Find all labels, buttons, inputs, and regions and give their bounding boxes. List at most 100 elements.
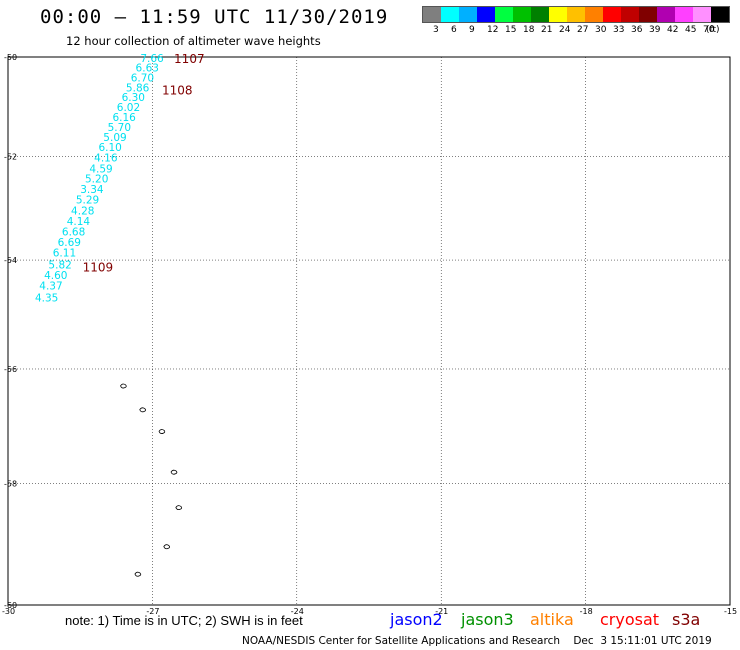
map-subtitle: 12 hour collection of altimeter wave hei… bbox=[66, 34, 321, 48]
plot-frame bbox=[7, 56, 731, 606]
legend-swatch bbox=[567, 7, 585, 22]
legend-label: 39 bbox=[649, 25, 661, 35]
lat-label: -50 bbox=[4, 53, 17, 62]
wave-height-value: 5.20 bbox=[85, 174, 108, 186]
lat-label: -56 bbox=[4, 365, 17, 374]
lat-label: -52 bbox=[4, 152, 17, 161]
wave-height-value: 5.09 bbox=[103, 132, 126, 144]
wave-height-value: 6.69 bbox=[58, 237, 81, 249]
lat-label: -54 bbox=[4, 256, 17, 265]
legend-swatch bbox=[711, 7, 729, 22]
color-legend: 3 6 9 12 15 18 21 24 27 30 33 36 39 42 45 70 (ft) bbox=[422, 6, 730, 39]
wave-height-value: 4.16 bbox=[94, 152, 118, 164]
legend-swatch bbox=[441, 7, 459, 22]
legend-swatch bbox=[675, 7, 693, 22]
pass-time-label: 1107 bbox=[174, 52, 205, 66]
pass-time-label: 1108 bbox=[162, 83, 193, 97]
legend-label: 70 bbox=[703, 25, 715, 35]
legend-label: 3 bbox=[433, 25, 439, 35]
credit-line: NOAA/NESDIS Center for Satellite Applica… bbox=[242, 635, 712, 647]
lon-label: -21 bbox=[435, 607, 448, 616]
wave-height-value: 4.60 bbox=[44, 270, 67, 282]
legend-label: 45 bbox=[685, 25, 697, 35]
lon-label: -15 bbox=[724, 607, 737, 616]
wave-height-value: 4.59 bbox=[89, 163, 112, 175]
wave-height-value: 6.10 bbox=[98, 142, 121, 154]
footer-note: note: 1) Time is in UTC; 2) SWH is in fe… bbox=[65, 613, 303, 628]
wave-height-value: 6.68 bbox=[62, 227, 85, 239]
wave-height-value: 6.11 bbox=[53, 248, 76, 260]
altimeter-track: 7.666.636.705.866.306.026.165.705.096.10… bbox=[35, 53, 164, 305]
legend-label: 18 bbox=[523, 25, 535, 35]
wave-height-value: 4.14 bbox=[67, 216, 91, 228]
legend-label: 12 bbox=[487, 25, 499, 35]
legend-label: 27 bbox=[577, 25, 589, 35]
legend-label: 42 bbox=[667, 25, 679, 35]
legend-label: 6 bbox=[451, 25, 457, 35]
legend-swatch bbox=[549, 7, 567, 22]
legend-label: 30 bbox=[595, 25, 607, 35]
wave-height-value: 7.66 bbox=[140, 53, 164, 65]
island-outline bbox=[170, 469, 178, 475]
wave-height-value: 6.30 bbox=[122, 92, 145, 104]
legend-label: 21 bbox=[541, 25, 553, 35]
legend-swatch bbox=[693, 7, 711, 22]
lat-label: -60 bbox=[4, 601, 17, 610]
island-outline bbox=[120, 383, 127, 389]
legend-swatch bbox=[495, 7, 513, 22]
satellite-jason3: jason3 bbox=[461, 610, 514, 629]
latitude-labels: -50 -52 -54 -56 -58 -60 bbox=[4, 53, 17, 610]
wave-height-value: 6.02 bbox=[117, 102, 140, 114]
wave-height-value: 5.29 bbox=[76, 194, 99, 206]
map-title: 00:00 – 11:59 UTC 11/30/2019 bbox=[40, 6, 389, 28]
wave-height-value: 4.28 bbox=[71, 206, 94, 218]
island-outlines bbox=[120, 383, 183, 577]
legend-label: (ft) bbox=[706, 25, 720, 35]
wave-height-value: 3.34 bbox=[80, 184, 104, 196]
wave-height-value: 6.63 bbox=[136, 63, 159, 75]
legend-swatch bbox=[531, 7, 549, 22]
legend-swatch bbox=[513, 7, 531, 22]
lon-label: -24 bbox=[291, 607, 304, 616]
wave-height-value: 4.35 bbox=[35, 293, 58, 305]
legend-label: 33 bbox=[613, 25, 625, 35]
legend-swatch bbox=[423, 7, 441, 22]
legend-label: 15 bbox=[505, 25, 517, 35]
legend-label: 9 bbox=[469, 25, 475, 35]
wave-height-value: 6.16 bbox=[112, 112, 136, 124]
legend-swatch bbox=[639, 7, 657, 22]
time-labels: 1107 1108 1109 bbox=[83, 52, 205, 274]
lon-label: -30 bbox=[2, 607, 15, 616]
legend-labels: 3 6 9 12 15 18 21 24 27 30 33 36 39 42 45 70 (ft) bbox=[422, 25, 730, 39]
legend-swatch bbox=[459, 7, 477, 22]
satellite-jason2: jason2 bbox=[390, 610, 443, 629]
island-outline bbox=[139, 407, 146, 413]
satellite-s3a: s3a bbox=[672, 610, 701, 629]
island-outline bbox=[175, 505, 183, 511]
legend-swatch-bar bbox=[422, 6, 730, 23]
lon-label: -27 bbox=[146, 607, 159, 616]
island-outline bbox=[163, 544, 171, 550]
wave-height-value: 6.70 bbox=[131, 72, 154, 84]
legend-swatch bbox=[603, 7, 621, 22]
wave-height-value: 4.37 bbox=[39, 281, 62, 293]
legend-swatch bbox=[477, 7, 495, 22]
lon-label: -18 bbox=[580, 607, 593, 616]
wave-height-value: 5.70 bbox=[108, 122, 131, 134]
legend-label: 36 bbox=[631, 25, 643, 35]
island-outline bbox=[134, 571, 142, 577]
legend-swatch bbox=[657, 7, 675, 22]
legend-swatch bbox=[621, 7, 639, 22]
satellite-cryosat: cryosat bbox=[600, 610, 660, 629]
island-outline bbox=[158, 429, 166, 434]
grid-lines bbox=[8, 57, 730, 605]
lat-label: -58 bbox=[4, 480, 17, 489]
legend-label: 24 bbox=[559, 25, 571, 35]
longitude-labels: -30 -27 -24 -21 -18 -15 bbox=[2, 607, 737, 616]
wave-height-value: 5.82 bbox=[48, 259, 71, 271]
legend-swatch bbox=[585, 7, 603, 22]
pass-time-label: 1109 bbox=[83, 260, 114, 274]
satellite-altika: altika bbox=[530, 610, 574, 629]
wave-height-value: 5.86 bbox=[126, 82, 150, 94]
